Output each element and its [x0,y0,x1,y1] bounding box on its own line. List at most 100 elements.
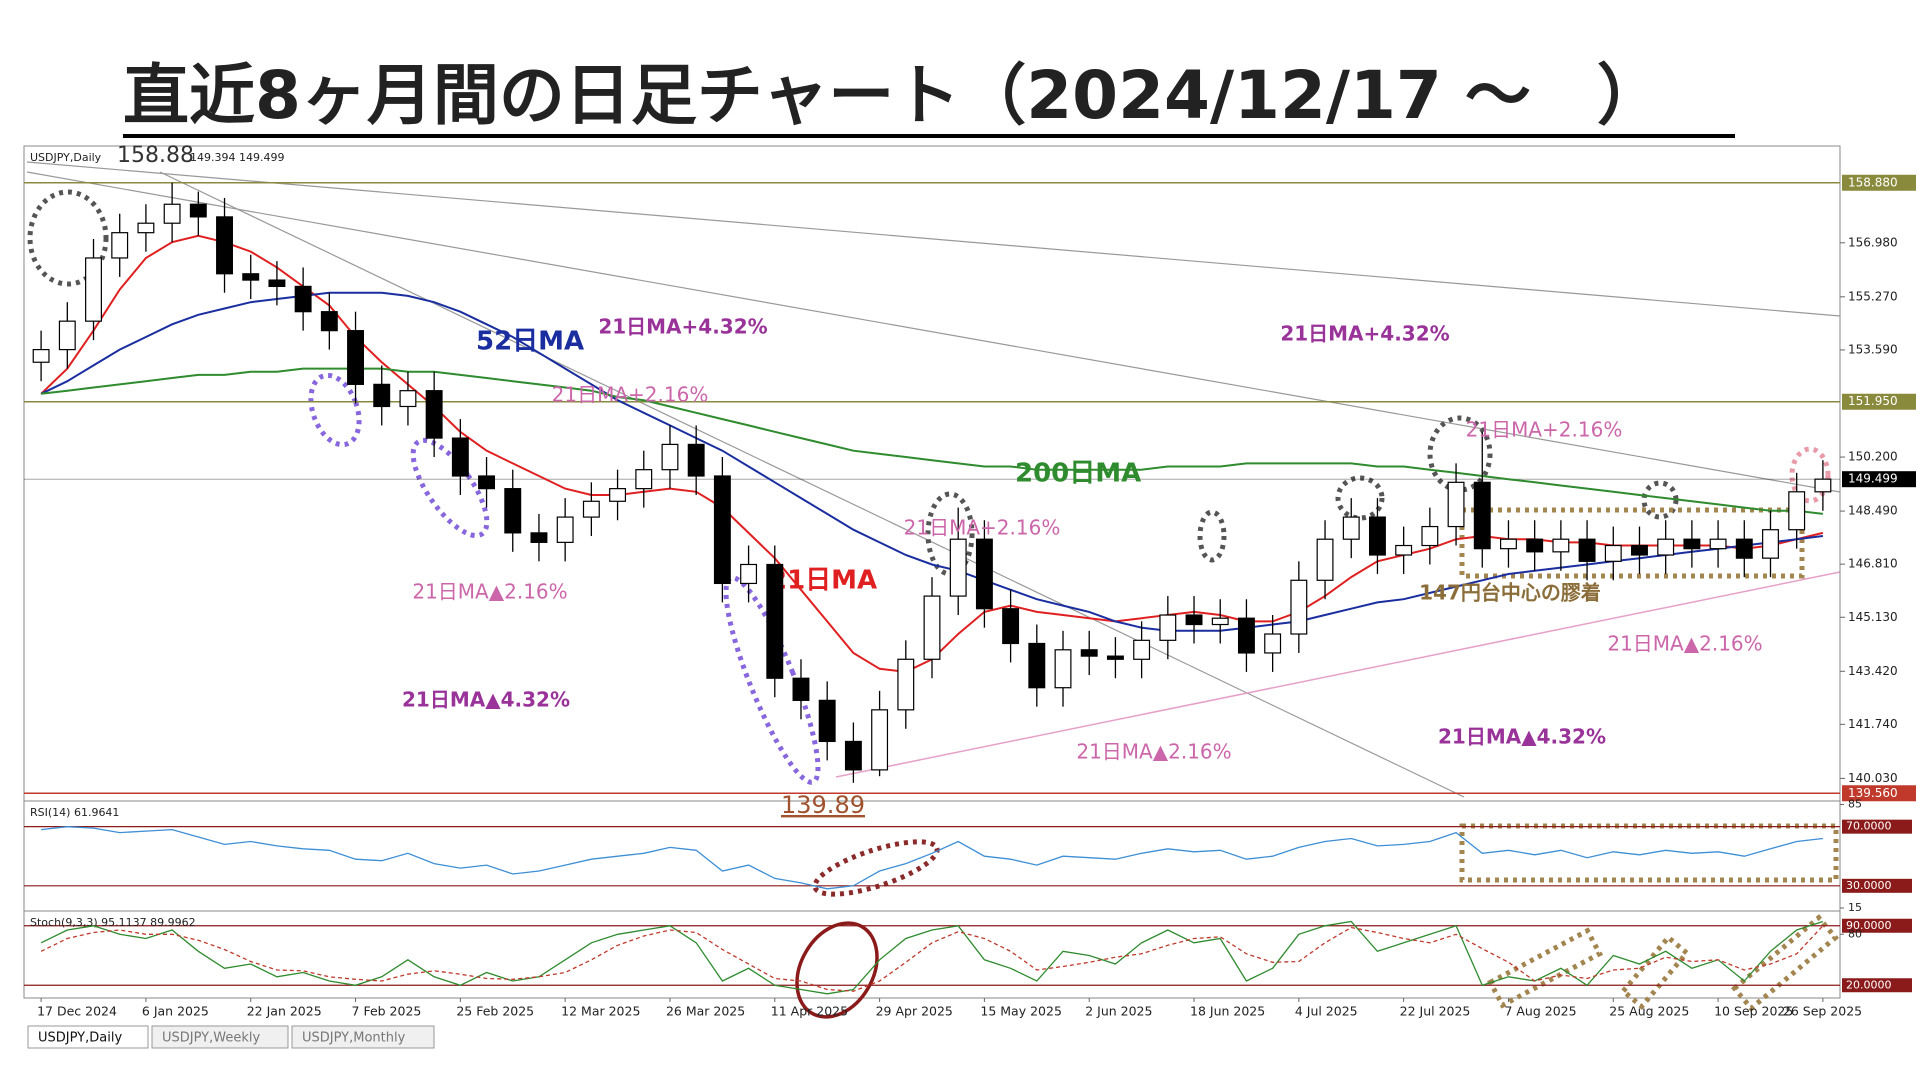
candle-body [897,658,915,711]
candle-body [818,699,836,743]
candle-body [451,437,469,477]
tab[interactable] [27,1025,149,1049]
candle-body [1316,538,1334,581]
x-tick-label: 12 Mar 2025 [561,1004,640,1019]
x-tick-label: 15 May 2025 [980,1004,1062,1019]
stoch-highlights [795,914,1840,1019]
candle-body [530,532,548,543]
y-tick-label: 143.420 [1848,664,1898,678]
annotation: 21日MA▲2.16% [1607,632,1762,656]
x-tick-label: 26 Mar 2025 [666,1004,745,1019]
tab-label: USDJPY,Daily [38,1031,122,1046]
chart-header-values: 149.394 149.499 [190,151,284,164]
annotation: 21日MA+4.32% [598,315,767,339]
candle-body [949,538,967,597]
candle-body [294,285,312,313]
candle-body [844,740,862,771]
highlight-box [1459,823,1839,883]
candle-body [58,320,76,351]
candle-body [425,390,443,439]
y-tick-label: 156.980 [1848,235,1898,249]
candle-body [635,469,653,490]
candle-body [1709,538,1727,550]
annotation: 21日MA+2.16% [904,516,1061,540]
highlight-box [1730,914,1840,1012]
candle-body [478,475,496,490]
highlight-ellipse [723,575,821,785]
candle-body [740,563,758,585]
x-tick-label: 18 Jun 2025 [1190,1004,1265,1019]
candle-body [189,203,207,218]
trend-line [26,171,1841,493]
annotation: 21日MA▲2.16% [412,580,567,604]
candle-body [399,390,417,408]
candle-body [871,709,889,771]
x-tick-label: 2 Jun 2025 [1085,1004,1152,1019]
level-label: 151.950 [1848,394,1898,408]
level-label: 139.560 [1848,786,1898,800]
ma-label: 200日MA [1015,459,1141,489]
candle-body [923,595,941,660]
candle-body [792,677,810,701]
candle-body [1080,649,1098,657]
x-tick-label: 29 Apr 2025 [876,1004,953,1019]
candle-body [1552,538,1570,553]
ma-label: 21日MA [769,566,877,596]
annotation: 21日MA▲2.16% [1076,740,1231,764]
ma-label: 52日MA [476,327,584,357]
x-tick-label: 7 Feb 2025 [352,1004,422,1019]
tab[interactable] [151,1025,289,1049]
candle-body [1290,579,1308,635]
annotation: 139.89 [781,791,865,819]
level-label-bg [1842,918,1912,933]
tab[interactable] [291,1025,435,1049]
annotation: 158.88 [117,143,194,168]
level-label: 158.880 [1848,175,1898,189]
y-tick-label: 145.130 [1848,610,1898,624]
y-tick-label: 70.0000 [1846,820,1892,833]
candle-body [1473,481,1491,550]
candle-body [1421,525,1439,547]
highlight-ellipse [1335,475,1385,521]
chart-title: 直近8ヶ月間の日足チャート（2024/12/17 ～ ） [123,57,1663,134]
candle-body [975,538,993,610]
tab-label: USDJPY,Monthly [302,1031,406,1046]
candle-body [1735,538,1753,559]
candle-body [1211,617,1229,626]
y-tick-label: 148.490 [1848,504,1898,518]
x-tick-label: 22 Jul 2025 [1400,1004,1471,1019]
y-tick-label: 15 [1848,901,1862,914]
candle-body [766,563,784,679]
candle-body [713,475,731,585]
highlight-ellipse [795,921,879,1019]
panel-title: Stoch(9,3,3) 95.1137 89.9962 [30,916,196,929]
candle-body [582,500,600,518]
candle-body [268,279,286,288]
x-tick-label: 4 Jul 2025 [1295,1004,1358,1019]
level-label-bg [1842,819,1912,834]
candle-body [1657,538,1675,556]
x-tick-label: 11 Apr 2025 [771,1004,848,1019]
candle-body [1788,491,1806,531]
y-tick-label: 153.590 [1848,342,1898,356]
candle-body [216,216,233,275]
x-tick-label: 26 Sep 2025 [1783,1004,1862,1019]
x-tick-label: 17 Dec 2024 [37,1004,117,1019]
candle-body [1814,478,1832,493]
candle-body [1342,516,1360,540]
trend-line [26,161,1841,317]
candle-body [1526,538,1544,553]
candle-body [1395,544,1413,556]
highlight-ellipse [1427,415,1493,493]
level-label-bg [1842,393,1916,410]
highlight-box [1486,927,1604,1009]
annotation: 21日MA▲4.32% [402,688,570,712]
candle-body [32,349,50,363]
candle-body [1578,538,1596,562]
candle-body [137,222,155,234]
ma-line [40,367,1824,515]
level-label-bg [1842,978,1912,993]
y-tick-label: 85 [1848,797,1862,810]
candle-body [1185,614,1203,626]
y-tick-label: 146.810 [1848,557,1898,571]
